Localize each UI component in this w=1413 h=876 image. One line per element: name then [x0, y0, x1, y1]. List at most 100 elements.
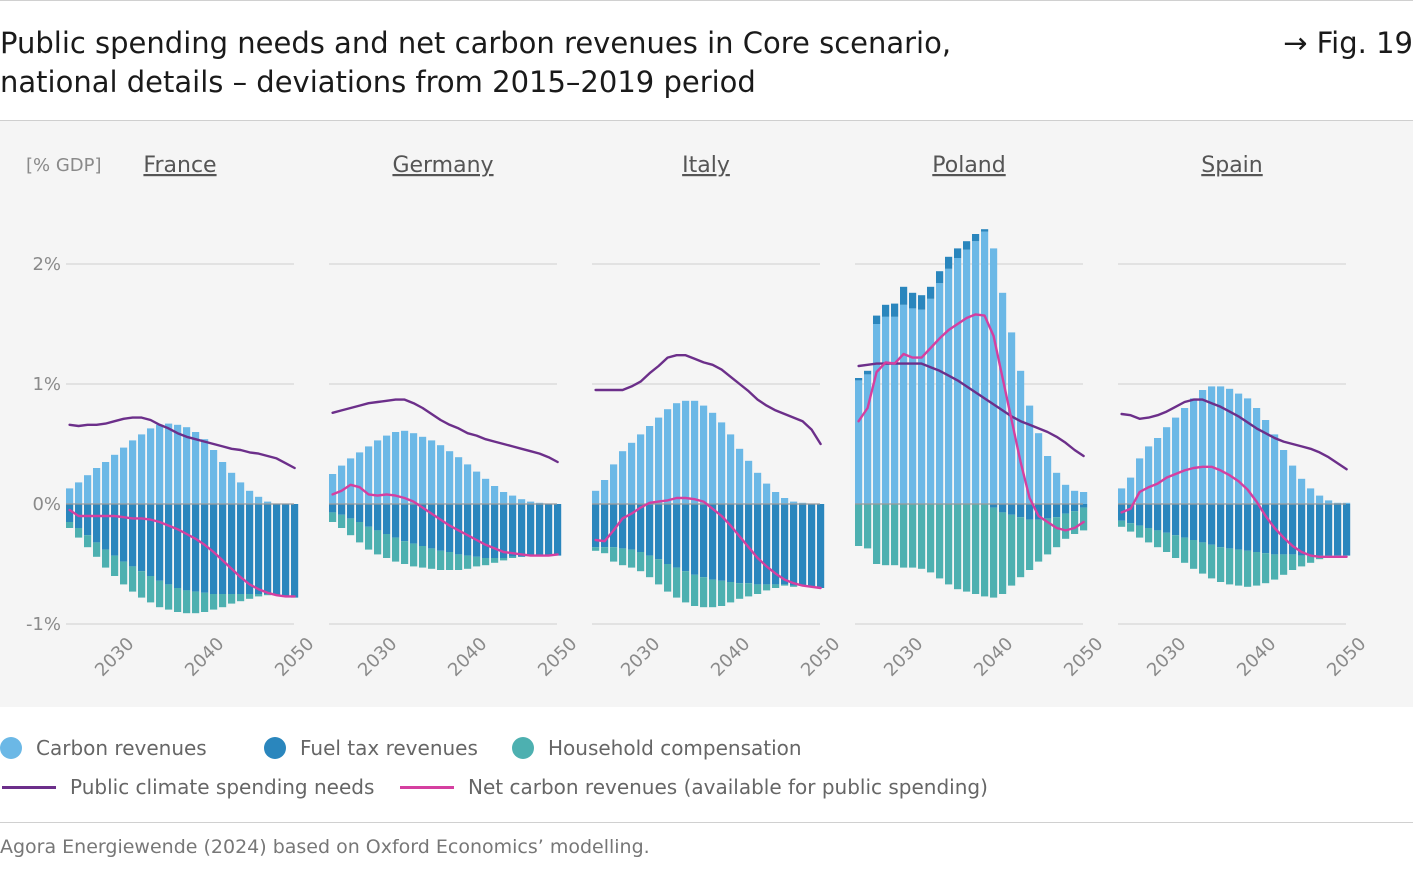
fuel-bar: [93, 504, 101, 543]
carbon-bar: [1280, 450, 1288, 504]
carbon-bar: [1271, 434, 1279, 504]
fuel-bar: [1136, 504, 1144, 526]
carbon-bar: [392, 432, 400, 504]
fuel-bar: [201, 504, 209, 593]
carbon-bar: [1062, 484, 1070, 504]
household-bar: [1289, 554, 1297, 570]
carbon-bar: [646, 426, 654, 504]
carbon-bar: [428, 440, 436, 504]
household-bar: [219, 594, 227, 608]
household-bar: [500, 558, 508, 561]
figure-reference: → Fig. 19: [1283, 26, 1413, 60]
carbon-bar: [999, 292, 1007, 504]
carbon-bar: [727, 434, 735, 504]
fuel-bar: [817, 504, 825, 588]
fuel-bar: [554, 504, 562, 556]
household-bar: [1008, 514, 1016, 586]
carbon-bar: [972, 241, 980, 504]
household-bar: [601, 547, 609, 554]
carbon-bar: [882, 316, 890, 504]
x-tick-label: 2050: [271, 633, 318, 680]
fuel-bar: [1253, 504, 1261, 552]
fuel-bar: [129, 504, 137, 567]
needs-line: [1120, 398, 1348, 471]
fuel-bar: [473, 504, 481, 557]
household-bar: [1253, 552, 1261, 586]
fuel-bar: [1145, 504, 1153, 528]
chart-svg: [% GDP] 2% 1% 0% -1% France 2030 2040 2050 German…: [26, 153, 1370, 681]
fuel-bar: [601, 504, 609, 548]
carbon-bar: [1208, 386, 1216, 504]
carbon-bar: [745, 460, 753, 504]
fuel-bar: [855, 378, 863, 381]
carbon-bar: [981, 231, 989, 504]
carbon-bar: [1071, 490, 1079, 504]
household-bar: [655, 559, 663, 585]
household-bar: [183, 590, 191, 614]
household-bar: [392, 537, 400, 562]
household-bar: [1026, 519, 1034, 570]
needs-line: [68, 416, 296, 470]
legend-household: Household compensation: [512, 736, 802, 760]
panel-title-germany: Germany: [392, 153, 493, 178]
fuel-bar: [84, 504, 92, 536]
fuel-bar: [655, 504, 663, 560]
carbon-bar: [781, 498, 789, 504]
fuel-bar: [509, 504, 517, 557]
fuel-bar: [329, 504, 337, 513]
carbon-bar: [410, 433, 418, 504]
fuel-bar: [66, 504, 74, 522]
fuel-bar: [291, 504, 299, 598]
fuel-bar: [1154, 504, 1162, 531]
panel-title-france: France: [143, 153, 216, 178]
carbon-bar: [165, 423, 173, 504]
household-bar: [891, 504, 899, 566]
household-bar: [882, 504, 890, 566]
carbon-bar: [482, 478, 490, 504]
fuel-bar: [237, 504, 245, 594]
fuel-bar: [392, 504, 400, 538]
legend-household-label: Household compensation: [548, 736, 802, 760]
household-bar: [1280, 554, 1288, 575]
carbon-bar: [700, 405, 708, 504]
fuel-bar: [1343, 504, 1351, 556]
fuel-bar: [646, 504, 654, 556]
carbon-bar: [1190, 398, 1198, 504]
fuel-bar: [383, 504, 391, 534]
fuel-bar: [691, 504, 699, 575]
fuel-bar: [864, 370, 872, 375]
carbon-bar: [864, 374, 872, 504]
household-bar: [129, 566, 137, 592]
fuel-bar: [727, 504, 735, 582]
panel-title-spain: Spain: [1201, 153, 1262, 178]
carbon-bar: [936, 283, 944, 504]
carbon-bar: [192, 432, 200, 504]
fuel-bar: [174, 504, 182, 588]
panel-title-italy: Italy: [682, 153, 730, 178]
x-tick-label: 2040: [444, 633, 491, 680]
household-bar: [981, 504, 989, 597]
carbon-swatch-icon: [0, 737, 22, 759]
carbon-bar: [1307, 488, 1315, 504]
fuel-bar: [1307, 504, 1315, 556]
carbon-bar: [1217, 386, 1225, 504]
carbon-bar: [1325, 500, 1333, 504]
fuel-bar: [210, 504, 218, 594]
fuel-bar: [1316, 504, 1324, 556]
fuel-bar: [1080, 504, 1088, 508]
carbon-bar: [637, 434, 645, 504]
carbon-bar: [1253, 408, 1261, 504]
x-tick-label: 2030: [617, 633, 664, 680]
household-bar: [864, 504, 872, 549]
household-bar: [745, 583, 753, 597]
fuel-bar: [936, 271, 944, 284]
fuel-bar: [246, 504, 254, 594]
needs-line: [594, 353, 822, 446]
source-note: Agora Energiewende (2024) based on Oxfor…: [0, 836, 650, 858]
household-bar: [237, 594, 245, 602]
carbon-bar: [772, 492, 780, 504]
carbon-bar: [655, 417, 663, 504]
carbon-bar: [183, 427, 191, 504]
fuel-bar: [628, 504, 636, 550]
title-line-1: Public spending needs and net carbon rev…: [0, 26, 952, 60]
